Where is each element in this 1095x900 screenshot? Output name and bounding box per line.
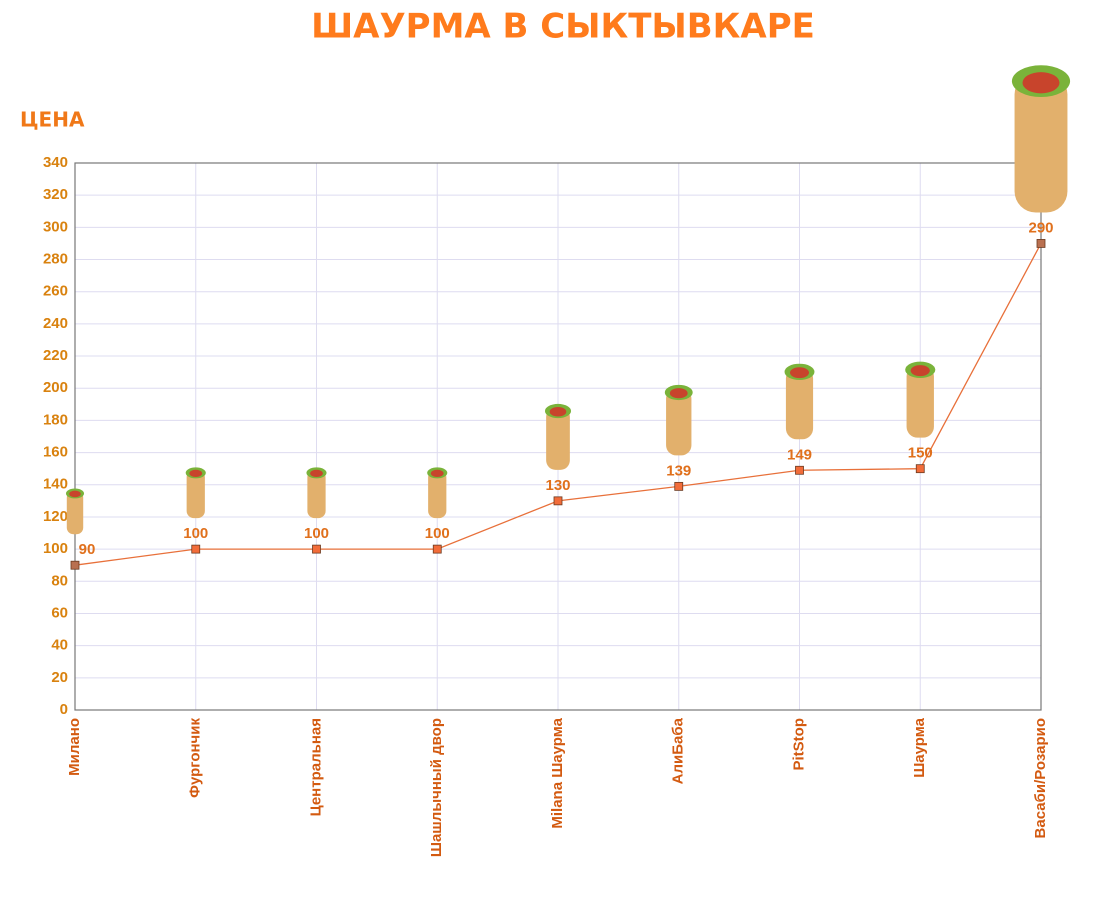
y-tick-label: 180 bbox=[43, 411, 68, 428]
x-tick-label: PitStop bbox=[790, 718, 807, 771]
y-tick-label: 40 bbox=[51, 637, 68, 654]
shawarma-icon bbox=[306, 467, 327, 519]
y-tick-label: 280 bbox=[43, 250, 68, 267]
wrap bbox=[186, 470, 205, 519]
wrap bbox=[666, 388, 692, 456]
data-label: 149 bbox=[787, 446, 812, 463]
shawarma-icon bbox=[784, 363, 815, 440]
y-tick-label: 140 bbox=[43, 476, 68, 493]
wrap bbox=[66, 491, 84, 535]
y-tick-label: 200 bbox=[43, 379, 68, 396]
wrap bbox=[546, 407, 570, 470]
wrap bbox=[307, 470, 326, 519]
filling bbox=[789, 367, 810, 379]
marker bbox=[70, 560, 80, 570]
filling bbox=[189, 469, 203, 478]
y-tick-label: 120 bbox=[43, 508, 68, 525]
data-label: 139 bbox=[666, 462, 691, 479]
filling bbox=[669, 388, 688, 399]
shawarma-icon bbox=[427, 467, 448, 519]
marker bbox=[432, 544, 442, 554]
y-tick-label: 100 bbox=[43, 540, 68, 557]
filling bbox=[69, 490, 81, 498]
marker bbox=[312, 544, 321, 554]
marker bbox=[191, 544, 201, 554]
shawarma-icon bbox=[65, 488, 85, 535]
wrap bbox=[1014, 73, 1068, 213]
chart-title: ШАУРМА В СЫКТЫВКАРЕ bbox=[311, 7, 815, 47]
x-tick-label: Milana Шаурма bbox=[549, 717, 566, 828]
y-tick-label: 80 bbox=[51, 572, 68, 589]
data-label: 130 bbox=[545, 477, 570, 494]
y-tick-label: 260 bbox=[43, 283, 68, 300]
data-label: 100 bbox=[304, 525, 329, 542]
wrap bbox=[906, 365, 934, 438]
data-label: 100 bbox=[425, 525, 450, 542]
marker bbox=[553, 496, 563, 506]
y-tick-label: 60 bbox=[51, 604, 68, 621]
x-tick-label: Милано bbox=[66, 718, 83, 776]
y-tick-label: 160 bbox=[43, 444, 68, 461]
x-tick-label: Центральная bbox=[307, 718, 324, 816]
x-tick-label: Фургончик bbox=[187, 718, 204, 798]
x-tick-label: Шаурма bbox=[911, 717, 928, 777]
y-tick-label: 320 bbox=[43, 186, 68, 203]
shawarma-icon bbox=[185, 467, 206, 519]
y-axis-label: ЦЕНА bbox=[20, 108, 85, 132]
filling bbox=[910, 365, 930, 377]
plot-border bbox=[74, 162, 1042, 711]
filling bbox=[549, 406, 567, 417]
x-tick-label: Васаби/Розарио bbox=[1032, 718, 1049, 838]
x-tick-label: АлиБаба bbox=[670, 717, 687, 784]
y-tick-label: 20 bbox=[51, 669, 68, 686]
shawarma-icon bbox=[544, 403, 572, 470]
marker bbox=[1036, 239, 1046, 248]
data-label: 150 bbox=[908, 445, 933, 462]
x-tick-label: Шашлычный двор bbox=[428, 718, 445, 857]
shawarma-icon bbox=[664, 384, 693, 456]
wrap bbox=[428, 470, 447, 519]
marker bbox=[795, 465, 804, 475]
y-tick-label: 340 bbox=[43, 154, 68, 171]
y-tick-label: 0 bbox=[60, 701, 68, 718]
data-label: 290 bbox=[1028, 219, 1053, 236]
shawarma-icon bbox=[1011, 65, 1071, 213]
filling bbox=[1022, 72, 1060, 94]
filling bbox=[310, 469, 323, 478]
marker bbox=[915, 464, 925, 474]
y-tick-label: 220 bbox=[43, 347, 68, 364]
marker bbox=[674, 481, 684, 491]
data-label: 90 bbox=[79, 541, 96, 558]
wrap bbox=[785, 367, 814, 440]
shawarma-icon bbox=[905, 361, 936, 438]
y-tick-label: 240 bbox=[43, 315, 68, 332]
y-tick-label: 300 bbox=[43, 218, 68, 235]
data-label: 100 bbox=[183, 525, 208, 542]
filling bbox=[430, 469, 444, 478]
